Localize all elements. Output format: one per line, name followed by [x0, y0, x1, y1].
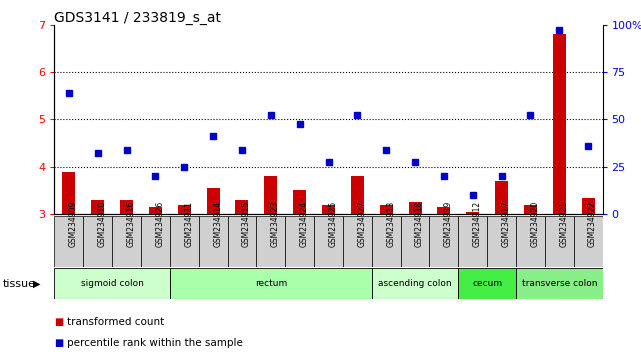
Text: GSM234913: GSM234913	[386, 200, 395, 247]
Bar	[379, 205, 393, 214]
Bar	[429, 216, 458, 267]
Text: GSM234914: GSM234914	[213, 200, 222, 247]
Bar	[466, 212, 479, 214]
Bar	[54, 268, 170, 299]
Bar	[120, 200, 133, 214]
Text: GDS3141 / 233819_s_at: GDS3141 / 233819_s_at	[54, 11, 222, 25]
Bar	[314, 216, 343, 267]
Text: GSM234922: GSM234922	[588, 201, 597, 247]
Bar	[351, 176, 364, 214]
Text: ▶: ▶	[33, 279, 41, 289]
Text: GSM234918: GSM234918	[415, 201, 424, 247]
Text: rectum: rectum	[254, 279, 287, 288]
Bar	[91, 200, 104, 214]
Bar	[516, 268, 603, 299]
Bar	[574, 216, 603, 267]
Text: ■: ■	[54, 338, 63, 348]
Bar	[322, 205, 335, 214]
Bar	[516, 216, 545, 267]
Text: tissue: tissue	[3, 279, 36, 289]
Bar	[285, 216, 314, 267]
Text: GSM234925: GSM234925	[328, 200, 338, 247]
Text: GSM234911: GSM234911	[185, 201, 194, 247]
Text: GSM234921: GSM234921	[559, 201, 569, 247]
Bar	[62, 172, 76, 214]
Text: transverse colon: transverse colon	[522, 279, 597, 288]
Bar	[199, 216, 228, 267]
Text: GSM234927: GSM234927	[358, 200, 367, 247]
Text: GSM234909: GSM234909	[69, 200, 78, 247]
Text: GSM234910: GSM234910	[97, 200, 107, 247]
Bar	[149, 207, 162, 214]
Bar	[458, 216, 487, 267]
Text: GSM234926: GSM234926	[155, 200, 165, 247]
Bar	[178, 205, 191, 214]
Bar	[372, 268, 458, 299]
Text: transformed count: transformed count	[67, 317, 165, 327]
Bar	[524, 205, 537, 214]
Text: GSM234924: GSM234924	[299, 200, 309, 247]
Bar	[343, 216, 372, 267]
Bar	[170, 216, 199, 267]
Text: GSM234916: GSM234916	[127, 200, 136, 247]
Text: GSM234915: GSM234915	[242, 200, 251, 247]
Text: GSM234920: GSM234920	[530, 200, 540, 247]
Bar	[228, 216, 256, 267]
Text: ■: ■	[54, 317, 63, 327]
Text: ascending colon: ascending colon	[378, 279, 452, 288]
Bar	[112, 216, 141, 267]
Bar	[372, 216, 401, 267]
Bar	[495, 181, 508, 214]
Bar	[487, 216, 516, 267]
Bar	[293, 190, 306, 214]
Bar	[264, 176, 278, 214]
Text: GSM234923: GSM234923	[271, 200, 280, 247]
Bar	[581, 198, 595, 214]
Bar	[553, 34, 566, 214]
Bar	[437, 207, 451, 214]
Text: cecum: cecum	[472, 279, 502, 288]
Bar	[458, 268, 516, 299]
Bar	[83, 216, 112, 267]
Bar	[141, 216, 170, 267]
Bar	[235, 200, 249, 214]
Bar	[170, 268, 372, 299]
Bar	[54, 216, 83, 267]
Bar	[256, 216, 285, 267]
Text: GSM234919: GSM234919	[444, 200, 453, 247]
Bar	[408, 202, 422, 214]
Bar	[545, 216, 574, 267]
Text: GSM234917: GSM234917	[501, 200, 511, 247]
Bar	[206, 188, 220, 214]
Text: sigmoid colon: sigmoid colon	[81, 279, 144, 288]
Text: GSM234912: GSM234912	[472, 201, 482, 247]
Text: percentile rank within the sample: percentile rank within the sample	[67, 338, 243, 348]
Bar	[401, 216, 429, 267]
